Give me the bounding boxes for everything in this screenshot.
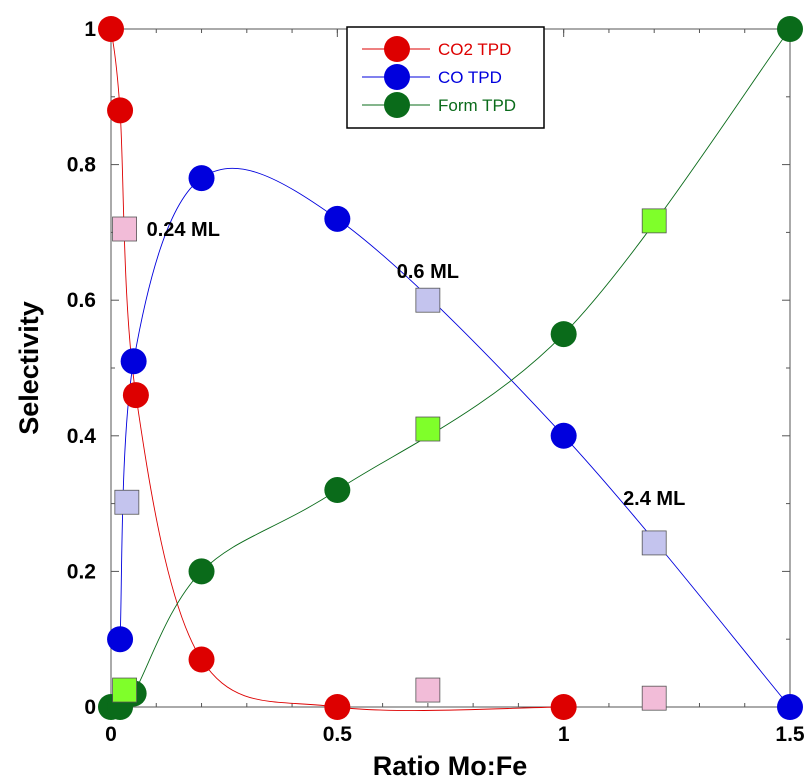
co2-legend-label: CO2 TPD [438,40,511,59]
co-coverage-square [114,489,140,515]
co2-data-point [98,16,124,42]
co2-coverage-square [112,216,137,242]
coverage-label: 2.4 ML [623,488,685,510]
co-legend-label: CO TPD [438,68,502,87]
form-data-point [777,16,803,42]
x-tick-label: 0 [105,723,117,746]
form-data-point [324,477,351,504]
plot-frame [110,28,791,708]
co2-data-point [324,694,351,720]
co2-coverage-square [415,677,441,703]
co-coverage-square [641,530,667,556]
co2-data-point [107,97,134,124]
co-data-point [107,626,134,653]
legend: CO2 TPD CO TPD Form TPD [346,26,545,129]
form-legend-marker [384,92,410,118]
y-axis-title: Selectivity [14,301,44,435]
co-data-point [188,165,215,192]
legend-box [346,26,545,129]
x-tick-label: 0.5 [323,723,353,746]
co2-coverage-square [641,685,667,711]
form-coverage-square [112,677,137,703]
x-axis-title: Ratio Mo:Fe [373,751,528,781]
form-coverage-square [641,208,667,234]
co-legend-marker [384,64,410,90]
x-tick-label: 1.5 [775,723,805,746]
form-data-point [188,558,215,585]
coverage-squares [112,208,667,711]
co2-data-point [122,382,149,409]
co-data-point [324,205,351,232]
y-tick-label: 0 [84,696,96,719]
coverage-label: 0.24 ML [147,219,220,241]
co-coverage-square [415,287,441,313]
co-data-point [550,422,577,449]
x-tick-labels: 0 0.5 1 1.5 [105,723,805,746]
co-data-point [777,694,803,720]
y-tick-label: 0.4 [67,425,97,448]
y-tick-label: 1 [84,18,96,41]
coverage-annotations: 0.24 ML 0.6 ML 2.4 ML [147,219,686,510]
co2-data-point [188,646,215,673]
y-tick-label: 0.2 [67,560,96,583]
coverage-label: 0.6 ML [397,261,459,283]
co-data-point [120,348,147,375]
form-coverage-square [415,416,441,442]
x-tick-label: 1 [558,723,570,746]
form-data-point [550,321,577,348]
form-legend-label: Form TPD [438,96,516,115]
co2-data-point [550,694,577,720]
y-tick-label: 0.8 [67,154,97,177]
co2-legend-marker [384,36,410,62]
y-tick-labels: 0 0.2 0.4 0.6 0.8 1 [67,18,97,719]
y-tick-label: 0.6 [67,289,96,312]
